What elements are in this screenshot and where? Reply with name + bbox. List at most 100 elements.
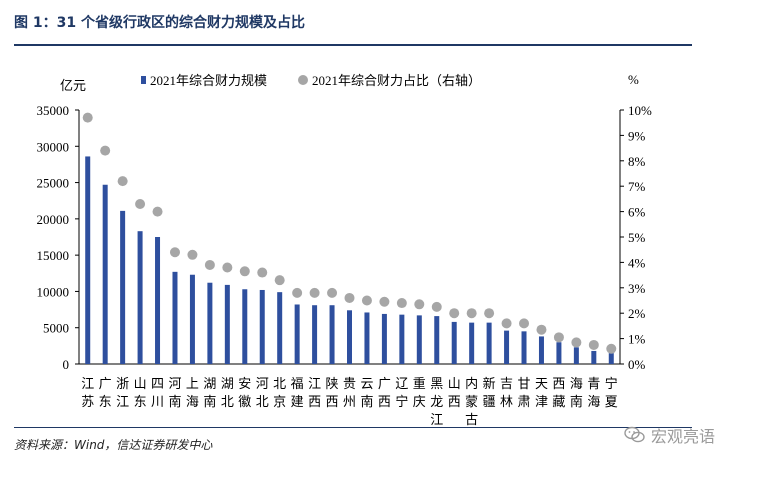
- source-note: 资料来源：Wind，信达证券研发中心: [14, 438, 213, 452]
- share-point-内蒙古: [466, 308, 477, 319]
- x-tick-label: 吉林: [500, 376, 513, 409]
- bar-辽宁: [399, 314, 405, 364]
- right-y-tick-label: 2%: [628, 306, 646, 321]
- share-point-福建: [292, 287, 303, 298]
- share-point-贵州: [344, 292, 355, 303]
- x-tick-label: 江西: [308, 376, 321, 409]
- x-tick-label: 广东: [99, 376, 112, 409]
- right-y-tick-label: 3%: [628, 281, 646, 296]
- footer-divider: [14, 427, 692, 428]
- share-point-广西: [379, 296, 390, 307]
- share-point-辽宁: [396, 298, 407, 309]
- bar-宁夏: [608, 353, 614, 364]
- x-tick-label: 海南: [570, 376, 583, 409]
- share-point-河北: [257, 267, 268, 278]
- share-point-江西: [309, 287, 320, 298]
- share-point-吉林: [501, 318, 512, 329]
- x-tick-label: 福建: [291, 376, 304, 409]
- bar-四川: [155, 237, 161, 364]
- bar-陕西: [329, 305, 335, 364]
- bar-青海: [591, 350, 597, 364]
- share-point-安徽: [239, 266, 250, 277]
- bar-云南: [364, 312, 370, 364]
- share-point-青海: [588, 339, 599, 350]
- bar-贵州: [347, 310, 352, 364]
- share-point-西藏: [553, 332, 564, 343]
- x-tick-label: 新疆: [483, 376, 496, 409]
- share-point-甘肃: [519, 318, 530, 329]
- share-point-湖南: [204, 259, 215, 270]
- right-y-tick-label: 6%: [628, 205, 646, 220]
- bar-西藏: [556, 342, 562, 364]
- figure-title: 图 1：31 个省级行政区的综合财力规模及占比: [14, 15, 305, 31]
- x-tick-label: 青海: [587, 376, 600, 409]
- watermark: 宏观亮语: [624, 423, 715, 447]
- bar-新疆: [486, 322, 492, 364]
- x-tick-label: 广西: [378, 376, 391, 409]
- bar-湖南: [207, 282, 213, 364]
- right-y-tick-label: 1%: [628, 332, 646, 347]
- share-point-陕西: [327, 287, 338, 298]
- x-tick-label: 湖南: [203, 376, 216, 409]
- bar-海南: [573, 347, 579, 364]
- left-y-tick-label: 5000: [43, 321, 69, 336]
- x-tick-label: 贵州: [343, 376, 356, 409]
- right-y-tick-label: 8%: [628, 154, 646, 169]
- left-y-tick-label: 10000: [37, 284, 70, 299]
- x-tick-label: 北京: [273, 376, 286, 409]
- wechat-icon: [624, 426, 645, 443]
- left-y-tick-label: 25000: [37, 176, 70, 191]
- left-y-tick-label: 15000: [37, 248, 70, 263]
- legend-bar-swatch: [141, 76, 146, 84]
- bar-上海: [189, 274, 195, 364]
- right-y-tick-label: 4%: [628, 255, 646, 270]
- bar-天津: [538, 336, 544, 364]
- watermark-text: 宏观亮语: [651, 427, 716, 446]
- bar-内蒙古: [469, 322, 475, 364]
- right-y-tick-label: 10%: [628, 103, 652, 118]
- right-y-tick-label: 7%: [628, 179, 646, 194]
- x-tick-label: 黑龙江: [430, 376, 443, 427]
- x-tick-label: 云南: [360, 376, 373, 409]
- share-point-上海: [187, 249, 198, 260]
- share-point-浙江: [117, 176, 128, 187]
- left-y-tick-label: 30000: [37, 139, 70, 154]
- x-tick-label: 山东: [134, 376, 147, 409]
- x-tick-label: 湖北: [221, 376, 234, 409]
- left-y-tick-label: 35000: [37, 103, 70, 118]
- bar-安徽: [242, 289, 248, 364]
- bar-广西: [381, 313, 387, 364]
- right-axis-unit-label: %: [628, 72, 639, 87]
- x-tick-label: 上海: [186, 376, 199, 409]
- share-point-山东: [135, 198, 146, 209]
- share-point-湖北: [222, 262, 233, 273]
- title-divider: [14, 44, 692, 46]
- right-y-tick-label: 0%: [628, 357, 646, 372]
- x-tick-label: 四川: [151, 376, 164, 409]
- bar-山西: [451, 321, 457, 364]
- x-tick-label: 浙江: [116, 376, 129, 409]
- bar-江西: [312, 305, 318, 364]
- legend-dot-swatch: [298, 75, 308, 85]
- x-tick-label: 重庆: [413, 376, 426, 409]
- fiscal-capacity-chart: 2021年综合财力规模 2021年综合财力占比（右轴） 亿元 % 0 5000 10…: [37, 72, 653, 427]
- share-point-四川: [152, 206, 163, 217]
- bar-重庆: [416, 315, 422, 364]
- left-y-tick-label: 20000: [37, 212, 70, 227]
- x-tick-label: 辽宁: [395, 376, 408, 409]
- bar-湖北: [224, 284, 230, 364]
- share-point-江苏: [82, 112, 93, 123]
- bar-福建: [294, 304, 300, 364]
- share-point-云南: [361, 295, 372, 306]
- bar-吉林: [504, 330, 510, 364]
- share-point-天津: [536, 324, 547, 335]
- share-point-山西: [449, 308, 460, 319]
- x-tick-label: 甘肃: [518, 376, 531, 409]
- x-tick-label: 安徽: [238, 376, 251, 409]
- share-point-新疆: [484, 308, 495, 319]
- legend-bar-label: 2021年综合财力规模: [150, 73, 267, 88]
- left-axis-unit-label: 亿元: [60, 78, 86, 93]
- chart-legend: 2021年综合财力规模 2021年综合财力占比（右轴）: [141, 73, 481, 88]
- x-tick-label: 天津: [535, 376, 548, 409]
- x-tick-label: 西藏: [552, 376, 565, 409]
